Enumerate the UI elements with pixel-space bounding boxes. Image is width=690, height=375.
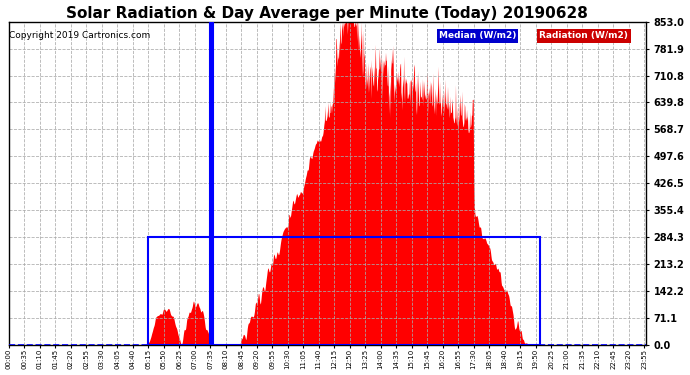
Text: Median (W/m2): Median (W/m2) bbox=[439, 32, 516, 40]
Text: Copyright 2019 Cartronics.com: Copyright 2019 Cartronics.com bbox=[9, 32, 150, 40]
Text: Radiation (W/m2): Radiation (W/m2) bbox=[540, 32, 629, 40]
Title: Solar Radiation & Day Average per Minute (Today) 20190628: Solar Radiation & Day Average per Minute… bbox=[66, 6, 588, 21]
